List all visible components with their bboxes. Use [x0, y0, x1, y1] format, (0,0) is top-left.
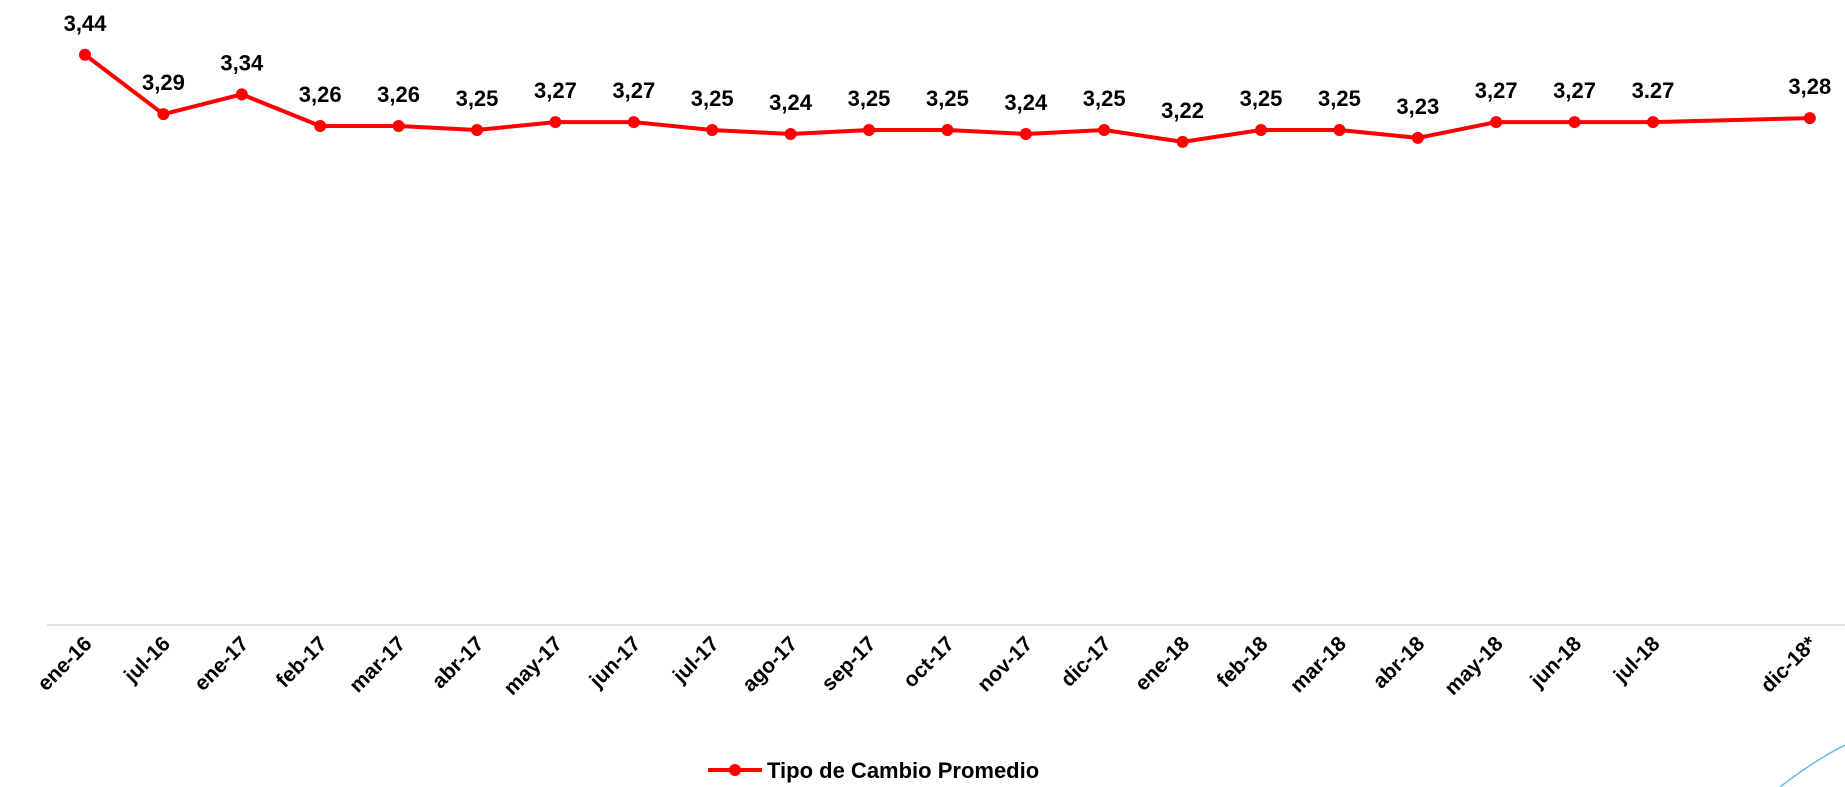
data-label: 3,25: [926, 86, 969, 111]
x-tick-label: nov-17: [973, 632, 1037, 696]
point: [392, 120, 405, 133]
point: [79, 48, 91, 61]
x-tick-label: ene-16: [33, 632, 96, 695]
point: [157, 108, 170, 121]
x-tick-label: dic-18*: [1756, 632, 1822, 698]
point: [1098, 124, 1111, 136]
x-tick-label: mar-17: [345, 632, 410, 697]
data-label: 3,23: [1396, 94, 1439, 119]
data-label: 3,44: [64, 11, 108, 36]
x-tick-label: ago-17: [738, 632, 802, 696]
x-tick-label: feb-18: [1213, 632, 1273, 692]
point: [627, 116, 640, 129]
x-tick-label: abr-17: [428, 632, 489, 693]
x-tick-label: mar-18: [1286, 632, 1351, 697]
data-label: 3,25: [1083, 86, 1126, 111]
point: [1176, 135, 1189, 148]
legend-label: Tipo de Cambio Promedio: [767, 758, 1039, 783]
x-tick-label: jun-17: [585, 632, 646, 693]
data-label: 3.27: [1632, 78, 1675, 103]
point: [1803, 112, 1816, 125]
point: [784, 127, 797, 140]
data-label: 3,27: [1475, 78, 1518, 103]
x-tick-label: feb-17: [272, 632, 332, 692]
x-tick-label: abr-18: [1369, 632, 1430, 693]
x-tick-label: may-18: [1440, 632, 1508, 700]
x-tick-label: dic-17: [1057, 632, 1116, 691]
line-connector: [1652, 116, 1810, 125]
point: [471, 124, 483, 136]
data-label: 3,34: [220, 50, 264, 75]
x-tick-label: oct-17: [899, 632, 959, 692]
point: [1568, 116, 1581, 129]
point: [1255, 124, 1267, 136]
point: [1019, 127, 1032, 140]
data-label: 3,24: [769, 90, 813, 115]
data-label: 3,28: [1788, 74, 1831, 99]
x-tick-label: ene-18: [1131, 632, 1195, 696]
x-tick-label: jun-18: [1525, 632, 1586, 693]
legend-marker: [729, 764, 741, 776]
data-label: 3,24: [1004, 90, 1048, 115]
x-tick-label: jul-17: [668, 632, 724, 688]
data-label: 3,27: [534, 78, 577, 103]
data-label: 3,25: [456, 86, 499, 111]
x-tick-label: sep-17: [817, 632, 880, 695]
point: [1333, 124, 1346, 136]
point: [1647, 116, 1659, 129]
data-label: 3,25: [848, 86, 891, 111]
x-tick-label: jul-16: [119, 632, 175, 688]
x-tick-label: may-17: [499, 632, 566, 699]
x-tick-label: ene-17: [190, 632, 253, 695]
data-label: 3,26: [299, 82, 342, 107]
data-label: 3,27: [1553, 78, 1596, 103]
x-tick-label: jul-18: [1609, 632, 1665, 688]
data-label: 3,22: [1161, 98, 1204, 123]
data-label: 3,29: [142, 70, 185, 95]
point: [549, 116, 562, 129]
point: [863, 124, 875, 136]
data-label: 3,25: [1318, 86, 1361, 111]
point: [1411, 131, 1424, 144]
data-label: 3,26: [377, 82, 420, 107]
data-label: 3,25: [1240, 86, 1283, 111]
data-label: 3,27: [612, 78, 655, 103]
point: [941, 124, 954, 136]
point: [235, 88, 248, 101]
decoration: [1779, 744, 1845, 787]
point: [314, 120, 327, 133]
point: [706, 124, 719, 136]
data-label: 3,25: [691, 86, 734, 111]
point: [1490, 116, 1503, 129]
